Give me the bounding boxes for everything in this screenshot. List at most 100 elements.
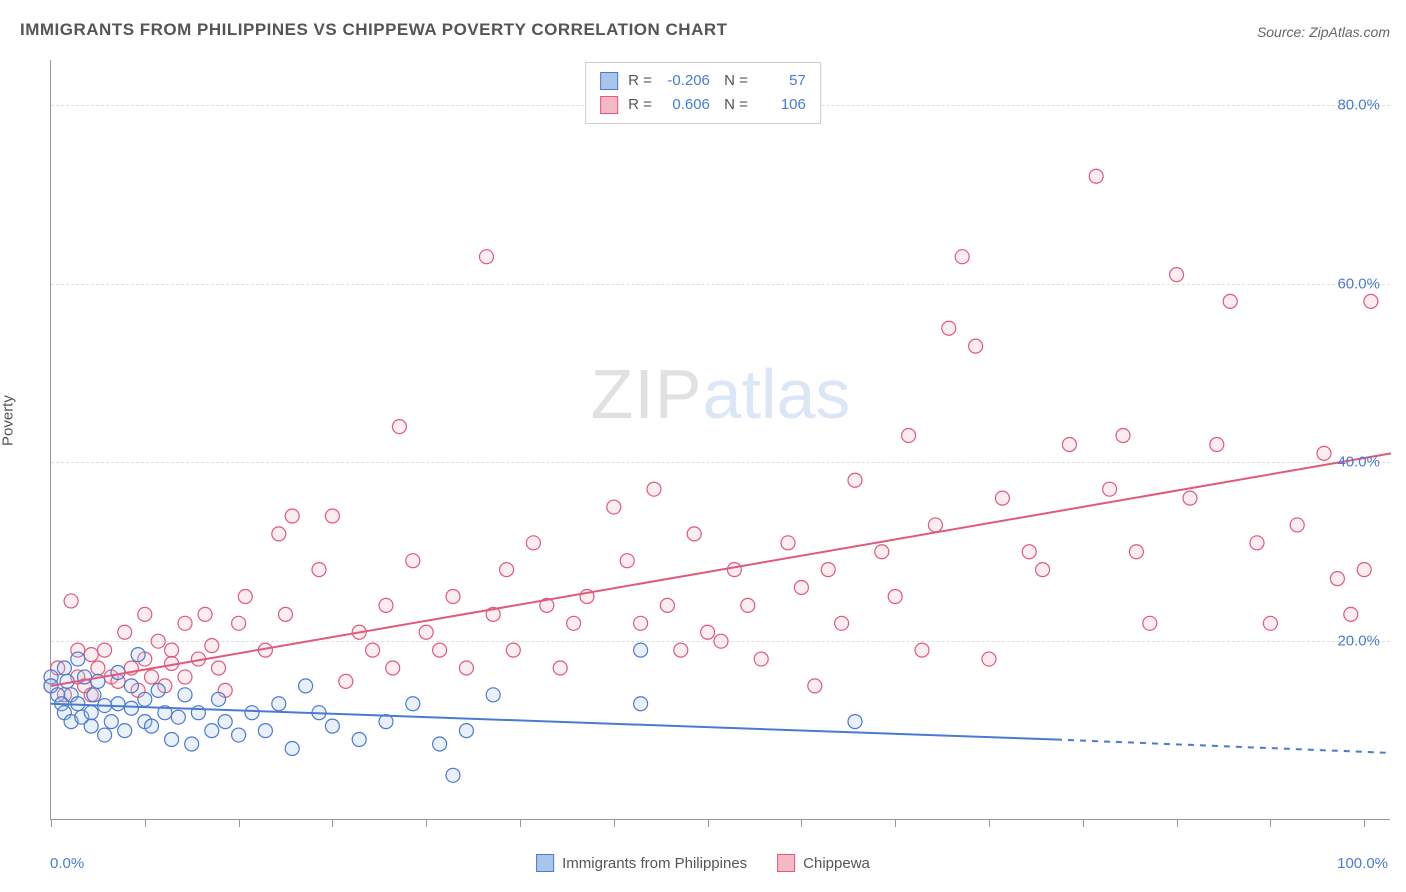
scatter-point-philippines [299,679,313,693]
scatter-point-philippines [124,679,138,693]
scatter-point-chippewa [198,607,212,621]
scatter-point-chippewa [91,661,105,675]
stats-n-label: N = [720,69,748,93]
scatter-point-chippewa [995,491,1009,505]
scatter-point-chippewa [553,661,567,675]
scatter-point-chippewa [727,563,741,577]
scatter-point-chippewa [1062,437,1076,451]
scatter-point-chippewa [942,321,956,335]
scatter-point-chippewa [1129,545,1143,559]
scatter-point-chippewa [928,518,942,532]
scatter-point-chippewa [506,643,520,657]
scatter-point-chippewa [446,589,460,603]
scatter-point-chippewa [888,589,902,603]
stats-n-value-philippines: 57 [758,69,806,93]
scatter-point-philippines [232,728,246,742]
y-tick-label: 40.0% [1337,454,1380,471]
scatter-point-philippines [218,715,232,729]
stats-n-value-chippewa: 106 [758,93,806,117]
scatter-point-chippewa [339,674,353,688]
scatter-point-chippewa [1290,518,1304,532]
legend-item-philippines: Immigrants from Philippines [536,854,747,872]
stats-r-value-chippewa: 0.606 [662,93,710,117]
scatter-point-philippines [124,701,138,715]
scatter-point-chippewa [915,643,929,657]
scatter-point-chippewa [607,500,621,514]
scatter-point-chippewa [1364,294,1378,308]
chart-title: IMMIGRANTS FROM PHILIPPINES VS CHIPPEWA … [20,20,728,40]
scatter-point-chippewa [1089,169,1103,183]
scatter-point-philippines [205,724,219,738]
scatter-point-chippewa [1036,563,1050,577]
legend-swatch-chippewa [777,854,795,872]
scatter-point-philippines [138,692,152,706]
scatter-point-chippewa [312,563,326,577]
scatter-point-chippewa [620,554,634,568]
scatter-point-chippewa [178,670,192,684]
scatter-point-chippewa [701,625,715,639]
scatter-point-chippewa [674,643,688,657]
trend-line-chippewa [51,453,1391,685]
scatter-point-philippines [185,737,199,751]
scatter-point-chippewa [969,339,983,353]
scatter-point-philippines [191,706,205,720]
scatter-point-chippewa [212,661,226,675]
scatter-point-philippines [178,688,192,702]
scatter-point-philippines [486,688,500,702]
scatter-point-chippewa [741,598,755,612]
scatter-point-philippines [171,710,185,724]
scatter-point-chippewa [1223,294,1237,308]
scatter-point-philippines [352,733,366,747]
stats-r-value-philippines: -0.206 [662,69,710,93]
scatter-point-chippewa [419,625,433,639]
stats-n-label: N = [720,93,748,117]
scatter-point-chippewa [480,250,494,264]
y-axis-title: Poverty [0,395,17,446]
stats-row-chippewa: R = 0.606 N = 106 [600,93,806,117]
scatter-point-chippewa [1357,563,1371,577]
scatter-point-philippines [118,724,132,738]
scatter-point-chippewa [714,634,728,648]
scatter-point-chippewa [84,648,98,662]
scatter-point-philippines [446,768,460,782]
scatter-point-chippewa [794,581,808,595]
stats-r-label: R = [628,69,652,93]
scatter-point-chippewa [64,594,78,608]
scatter-point-chippewa [660,598,674,612]
scatter-point-philippines [245,706,259,720]
scatter-point-chippewa [379,598,393,612]
scatter-point-philippines [212,692,226,706]
scatter-point-chippewa [526,536,540,550]
scatter-point-chippewa [902,429,916,443]
scatter-point-philippines [111,697,125,711]
scatter-point-chippewa [279,607,293,621]
scatter-point-chippewa [285,509,299,523]
scatter-point-chippewa [232,616,246,630]
scatter-point-chippewa [1183,491,1197,505]
y-tick-label: 60.0% [1337,275,1380,292]
scatter-point-chippewa [781,536,795,550]
scatter-point-philippines [84,719,98,733]
scatter-point-chippewa [875,545,889,559]
scatter-point-philippines [57,661,71,675]
scatter-point-chippewa [567,616,581,630]
x-axis-max-label: 100.0% [1337,855,1388,872]
scatter-point-chippewa [145,670,159,684]
legend-label-chippewa: Chippewa [803,855,870,872]
scatter-point-chippewa [165,643,179,657]
scatter-point-philippines [98,728,112,742]
y-tick-label: 80.0% [1337,96,1380,113]
scatter-point-philippines [131,648,145,662]
scatter-point-chippewa [386,661,400,675]
scatter-point-philippines [459,724,473,738]
source-label: Source: ZipAtlas.com [1257,24,1390,40]
scatter-point-philippines [258,724,272,738]
legend-swatch-philippines [536,854,554,872]
scatter-point-philippines [272,697,286,711]
scatter-point-chippewa [754,652,768,666]
scatter-point-chippewa [821,563,835,577]
scatter-point-philippines [634,697,648,711]
trend-line-philippines [51,704,1056,740]
legend-item-chippewa: Chippewa [777,854,870,872]
scatter-point-chippewa [459,661,473,675]
